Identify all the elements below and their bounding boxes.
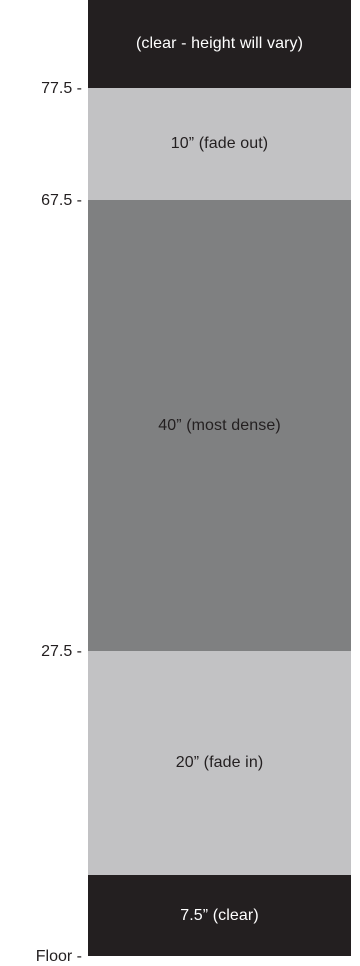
- height-marker-77-5: 77.5 -: [41, 80, 82, 97]
- band-fade-out-label: 10” (fade out): [170, 135, 269, 152]
- height-marker-27-5: 27.5 -: [41, 643, 82, 660]
- band-most-dense: 40” (most dense): [88, 200, 351, 651]
- band-fade-out: 10” (fade out): [88, 88, 351, 200]
- height-marker-floor: Floor -: [35, 948, 82, 965]
- band-top-clear-label: (clear - height will vary): [135, 35, 304, 52]
- band-most-dense-label: 40” (most dense): [158, 416, 281, 434]
- band-top-clear: (clear - height will vary): [88, 0, 351, 88]
- height-marker-67-5: 67.5 -: [41, 192, 82, 209]
- band-fade-in-label: 20” (fade in): [175, 754, 264, 771]
- band-fade-in: 20” (fade in): [88, 651, 351, 875]
- band-bottom-clear-label: 7.5” (clear): [180, 906, 259, 924]
- band-bottom-clear: 7.5” (clear): [88, 875, 351, 956]
